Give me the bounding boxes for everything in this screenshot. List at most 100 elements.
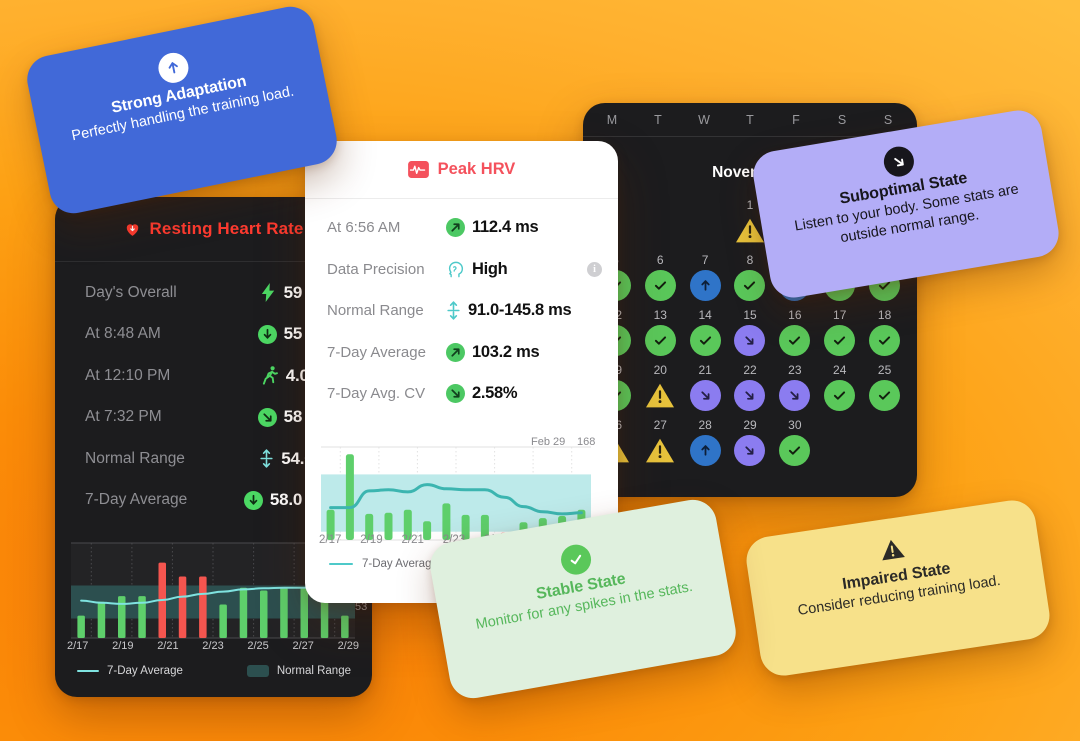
rhr-card-title: Resting Heart Rate: [149, 219, 304, 238]
calendar-day-1[interactable]: 1: [728, 198, 773, 246]
arrow-up-right-circle-icon: [446, 218, 465, 238]
arrow-down-right-circle-icon: [257, 407, 277, 427]
calendar-day-number: 20: [653, 363, 667, 377]
calendar-day-6[interactable]: 6: [638, 253, 683, 301]
hrv-axis-top-date: Feb 29: [531, 436, 566, 448]
box-swatch-icon: [246, 665, 269, 677]
rhr-legend: 7-Day Average Normal Range: [77, 665, 357, 677]
calendar-day-number: 1: [746, 198, 754, 212]
calendar-day-number: 22: [743, 363, 757, 377]
calendar-day-number: 7: [701, 253, 709, 267]
up-down-arrows-icon: [259, 449, 274, 468]
rhr-row-normal-range[interactable]: Normal Range 54.0-59.: [85, 438, 342, 480]
calendar-day-29[interactable]: 29: [728, 418, 773, 466]
check-icon: [644, 325, 676, 356]
x-tick-2: 2/21: [401, 534, 424, 546]
calendar-day-22[interactable]: 22: [728, 363, 773, 411]
x-tick-1: 2/19: [360, 534, 383, 546]
calendar-weekday-6: S: [883, 112, 893, 127]
rhr-row-days-overall[interactable]: Day's Overall 59 bpm: [85, 272, 342, 314]
status-chip-suboptimal-state[interactable]: Suboptimal State Listen to your body. So…: [749, 106, 1063, 302]
rhr-row-7day-average[interactable]: 7-Day Average 58.0 bpm: [85, 480, 342, 522]
hrv-row-label: 7-Day Average: [327, 343, 426, 361]
info-icon[interactable]: i: [587, 261, 602, 277]
calendar-day-27[interactable]: 27: [638, 418, 683, 466]
hrv-row-656am[interactable]: At 6:56 AM 112.4 ms: [327, 207, 596, 249]
hrv-row-label: Normal Range: [327, 302, 424, 320]
rhr-row-732pm[interactable]: At 7:32 PM 58 bpm: [85, 397, 342, 439]
calendar-day-13[interactable]: 13: [638, 308, 683, 356]
hrv-row-value: 2.58%: [472, 384, 518, 403]
rhr-axis-right-label: 53: [355, 601, 368, 613]
up-down-arrows-icon: [446, 301, 461, 320]
warning-triangle-icon: [645, 380, 676, 411]
rhr-row-label: Normal Range: [85, 449, 185, 467]
calendar-day-number: 30: [788, 418, 802, 432]
calendar-day-16[interactable]: 16: [772, 308, 817, 356]
hrv-axis-top-value: 168: [577, 436, 596, 448]
calendar-weekday-1: T: [654, 112, 662, 127]
peak-hrv-card[interactable]: Peak HRV At 6:56 AM 112.4 ms Data Precis…: [305, 141, 618, 603]
rhr-row-label: At 8:48 AM: [85, 325, 161, 343]
calendar-day-17[interactable]: 17: [817, 308, 862, 356]
calendar-day-25[interactable]: 25: [862, 363, 907, 411]
calendar-weekday-5: S: [837, 112, 847, 127]
calendar-day-number: 18: [877, 308, 892, 322]
hrv-row-7day-average[interactable]: 7-Day Average 103.2 ms: [327, 332, 596, 374]
calendar-day-7[interactable]: 7: [683, 253, 728, 301]
calendar-day-number: 16: [788, 308, 802, 322]
calendar-weekday-4: F: [792, 112, 800, 127]
check-icon: [644, 270, 676, 301]
arrow-up-right-circle-icon: [446, 342, 465, 362]
calendar-day-number: 28: [698, 418, 712, 432]
calendar-day-14[interactable]: 14: [683, 308, 728, 356]
arrow-down-right-icon: [779, 380, 811, 411]
calendar-day-8[interactable]: 8: [728, 253, 773, 301]
arrow-down-circle-icon: [257, 324, 277, 344]
calendar-day-28[interactable]: 28: [683, 418, 728, 466]
status-chip-stable-state[interactable]: Stable State Monitor for any spikes in t…: [426, 496, 740, 702]
check-icon: [689, 325, 721, 356]
hrv-row-7day-avg-cv[interactable]: 7-Day Avg. CV 2.58%: [327, 373, 596, 415]
calendar-weekday-3: T: [746, 112, 754, 127]
calendar-day-21[interactable]: 21: [683, 363, 728, 411]
hrv-row-data-precision[interactable]: Data Precision High i: [327, 249, 602, 291]
calendar-day-23[interactable]: 23: [772, 363, 817, 411]
hrv-row-value: High: [472, 259, 508, 278]
calendar-day-number: 27: [653, 418, 667, 432]
calendar-day-15[interactable]: 15: [728, 308, 773, 356]
arrow-down-right-icon: [734, 435, 766, 466]
check-icon: [734, 270, 766, 301]
calendar-day-number: 8: [746, 253, 754, 267]
arrow-up-icon: [689, 270, 721, 301]
rhr-row-label: 7-Day Average: [85, 491, 188, 509]
arrow-down-right-circle-icon: [881, 144, 917, 179]
calendar-day-30[interactable]: 30: [772, 418, 817, 466]
legend-item-normal-range: Normal Range: [246, 665, 351, 677]
hrv-row-label: Data Precision: [327, 260, 425, 278]
rhr-row-1210pm[interactable]: At 12:10 PM 4.01 mi: [85, 355, 342, 397]
hrv-row-normal-range[interactable]: Normal Range 91.0-145.8 ms: [327, 290, 596, 332]
hrv-row-label: 7-Day Avg. CV: [327, 385, 426, 403]
hrv-row-label: At 6:56 AM: [327, 219, 401, 237]
x-tick-4: 2/25: [247, 640, 269, 652]
calendar-day-number: 29: [743, 418, 757, 432]
calendar-day-18[interactable]: 18: [862, 308, 907, 356]
calendar-day-empty: [683, 198, 728, 246]
calendar-day-24[interactable]: 24: [817, 363, 862, 411]
calendar-day-number: 23: [788, 363, 802, 377]
hrv-chart[interactable]: [319, 439, 601, 544]
warning-triangle-icon: [875, 532, 909, 566]
rhr-row-label: At 12:10 PM: [85, 366, 171, 384]
x-tick-0: 2/17: [319, 534, 342, 546]
status-chip-impaired-state[interactable]: Impaired State Consider reducing trainin…: [743, 497, 1053, 679]
status-chip-strong-adaptation[interactable]: Strong Adaptation Perfectly handling the…: [22, 2, 342, 218]
head-profile-icon: [446, 260, 465, 279]
hrv-row-value: 103.2 ms: [472, 342, 540, 361]
calendar-day-20[interactable]: 20: [638, 363, 683, 411]
line-swatch-icon: [77, 669, 99, 673]
rhr-row-848am[interactable]: At 8:48 AM 55 bpm: [85, 314, 342, 356]
hrv-row-value: 91.0-145.8 ms: [468, 301, 572, 320]
calendar-day-number: 6: [656, 253, 664, 267]
